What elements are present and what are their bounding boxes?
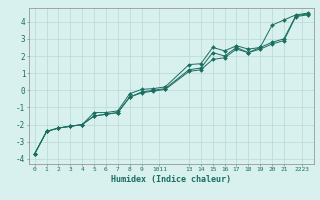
X-axis label: Humidex (Indice chaleur): Humidex (Indice chaleur): [111, 175, 231, 184]
